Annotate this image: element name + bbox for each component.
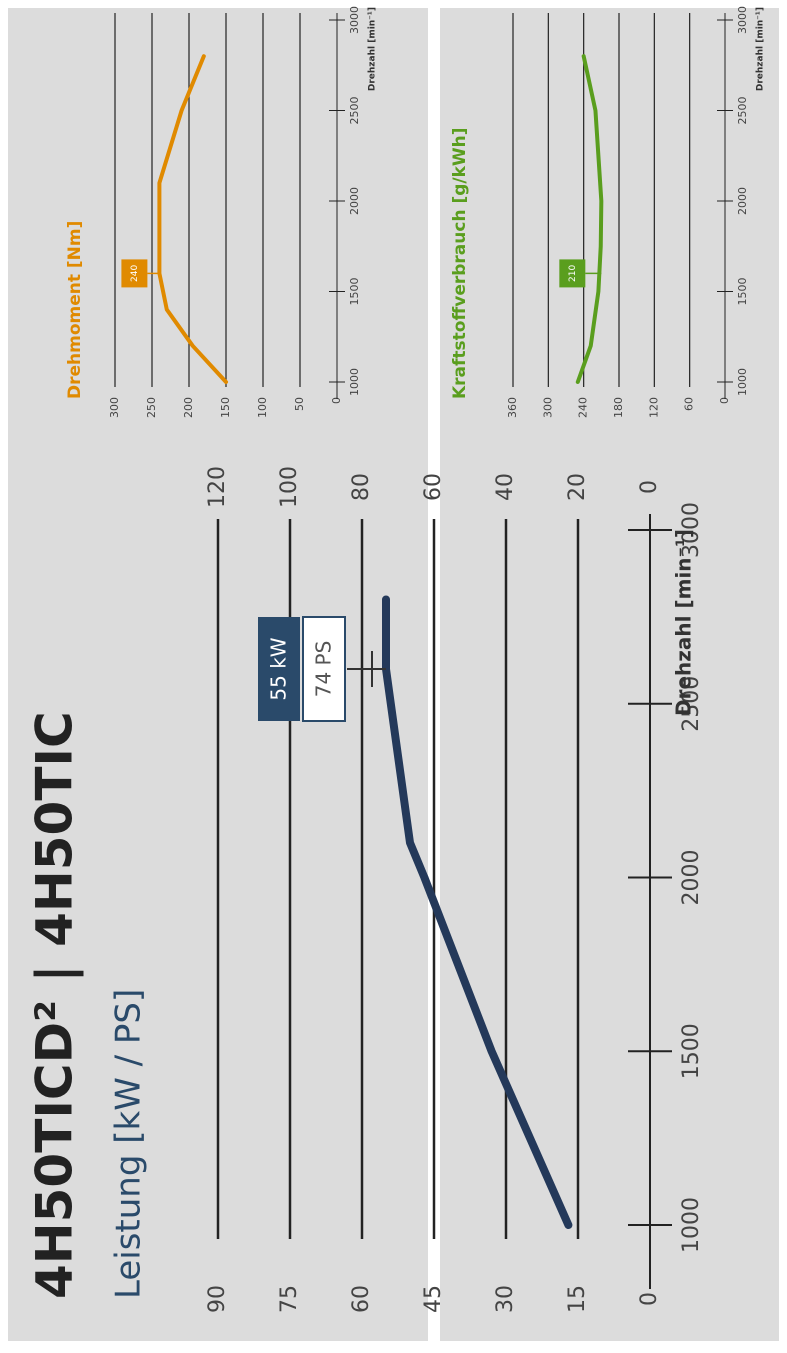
rotated-content: 4H50TICD² | 4H50TIC Leistung [kW / PS] 01…	[26, 6, 766, 1313]
x-tick-label: 1500	[679, 1023, 704, 1079]
data-line	[382, 595, 573, 1229]
annotation-box	[302, 616, 346, 722]
chart-title: Drehmoment [Nm]	[65, 221, 85, 399]
y-tick-label: 200	[182, 397, 195, 418]
y-tick-label: 90	[205, 1285, 230, 1313]
x-tick-label: 3000	[679, 502, 704, 558]
x-axis-title: Drehzahl [min⁻¹]	[756, 7, 766, 91]
y-tick-label: 0	[718, 397, 731, 404]
y-tick-label: 250	[145, 397, 158, 418]
x-tick-label: 2000	[348, 187, 361, 215]
x-tick-label: 3000	[348, 6, 361, 34]
y-tick-label: 60	[683, 397, 696, 411]
x-tick-label: 1000	[736, 368, 749, 396]
y-tick-label: 60	[349, 1285, 374, 1313]
y2-tick-label: 60	[421, 473, 446, 501]
y-tick-label: 360	[506, 397, 519, 418]
page-title: 4H50TICD² | 4H50TIC	[26, 711, 84, 1299]
y-tick-label: 75	[277, 1285, 302, 1313]
y2-tick-label: 120	[205, 466, 230, 508]
annotation-label: 210	[568, 265, 578, 282]
y-tick-label: 30	[493, 1285, 518, 1313]
y-tick-label: 50	[293, 397, 306, 411]
annotation-box	[121, 259, 148, 288]
panel	[440, 8, 779, 1341]
x-tick-label: 1500	[348, 278, 361, 306]
x-tick-label: 1000	[348, 368, 361, 396]
x-tick-label: 3000	[736, 6, 749, 34]
y2-tick-label: 80	[349, 473, 374, 501]
annotation-box	[559, 259, 586, 288]
chart-title: Leistung [kW / PS]	[109, 989, 149, 1299]
x-axis-title: Drehzahl [min⁻¹]	[368, 7, 378, 91]
x-tick-label: 2500	[679, 676, 704, 732]
y2-tick-label: 40	[493, 473, 518, 501]
y-tick-label: 150	[219, 397, 232, 418]
x-tick-label: 2500	[348, 97, 361, 125]
x-tick-label: 1500	[736, 278, 749, 306]
annotation-label: 240	[130, 265, 140, 282]
x-tick-label: 1000	[679, 1197, 704, 1253]
x-tick-label: 2000	[679, 850, 704, 906]
y-tick-label: 0	[637, 1292, 662, 1306]
y-tick-label: 120	[647, 397, 660, 418]
y-tick-label: 15	[565, 1285, 590, 1313]
y2-tick-label: 100	[277, 466, 302, 508]
chart-title: Kraftstoffverbrauch [g/kWh]	[450, 127, 470, 399]
y-tick-label: 45	[421, 1285, 446, 1313]
y-tick-label: 180	[612, 397, 625, 418]
y2-tick-label: 0	[637, 480, 662, 494]
x-axis-title: Drehzahl [min⁻¹]	[672, 529, 696, 716]
annotation-label: 55 kW	[267, 637, 291, 700]
y-tick-label: 240	[577, 397, 590, 418]
y-tick-label: 300	[108, 397, 121, 418]
y-tick-label: 100	[256, 397, 269, 418]
annotation-label: 74 PS	[312, 641, 336, 698]
data-line	[575, 54, 604, 384]
x-tick-label: 2500	[736, 97, 749, 125]
y2-tick-label: 20	[565, 473, 590, 501]
x-tick-label: 2000	[736, 187, 749, 215]
y-tick-label: 300	[541, 397, 554, 418]
y-tick-label: 0	[330, 397, 343, 404]
annotation-box	[258, 617, 300, 721]
